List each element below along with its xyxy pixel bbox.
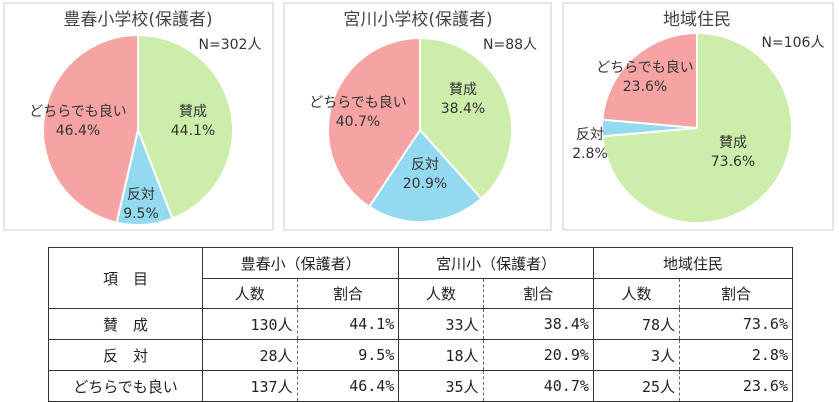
table-row: 反 対 28人 9.5% 18人 20.9% 3人 2.8% (48, 339, 793, 371)
value-label: 23.6% (623, 79, 667, 95)
table-cell: 割合 (679, 278, 793, 309)
table-cell: 46.4% (296, 370, 400, 402)
value-label: 20.9% (403, 176, 447, 192)
table-cell: 豊春小（保護者） (201, 247, 400, 279)
sample-size: N=106人 (762, 35, 825, 51)
value-label: 2.8% (572, 146, 608, 162)
pie-slice (367, 128, 483, 223)
table-cell: 項 目 (48, 247, 203, 309)
table-cell: 人数 (398, 278, 484, 309)
slice-label: 反対 (411, 157, 439, 173)
table-row: 項 目豊春小（保護者） 宮川小（保護者） 地域住民 (48, 247, 794, 309)
chart-title: 地域住民 (663, 10, 731, 30)
value-label: 46.4% (56, 123, 100, 139)
table-cell: 人数 (592, 278, 681, 309)
table-cell: 33人 (398, 308, 484, 340)
table-cell: 78人 (592, 308, 681, 340)
table-cell: 割合 (296, 278, 400, 309)
table-cell: 28人 (202, 339, 298, 371)
sample-size: N=88人 (483, 37, 537, 53)
pie-slice (419, 36, 513, 201)
table-cell: 38.4% (482, 308, 594, 340)
value-label: 9.5% (123, 206, 159, 222)
chart-title: 豊春小学校(保護者) (63, 10, 212, 30)
slice-label: 賛成 (179, 104, 207, 120)
slice-label: 反対 (576, 127, 604, 143)
table-cell: 23.6% (679, 370, 793, 402)
value-label: 38.4% (441, 101, 485, 117)
table-cell: 人数 (202, 278, 298, 309)
table-cell: 137人 (202, 370, 298, 402)
slice-label: 賛成 (449, 82, 477, 98)
table-cell: 地域住民 (592, 247, 794, 279)
table-cell: 35人 (398, 370, 484, 402)
table-cell: 9.5% (296, 339, 400, 371)
table-cell: どちらでも良い (48, 370, 203, 402)
table-cell: 18人 (398, 339, 484, 371)
table-cell: 130人 (202, 308, 298, 340)
table-cell: 25人 (592, 370, 681, 402)
slice-label: 賛成 (719, 135, 747, 151)
table-row: 賛 成 130人 44.1% 33人 38.4% 78人 73.6% (48, 308, 793, 340)
table-cell: 2.8% (679, 339, 793, 371)
pie-slice (42, 33, 139, 224)
table-cell: 20.9% (482, 339, 594, 371)
table-cell: 割合 (482, 278, 594, 309)
table-cell: 反 対 (48, 339, 203, 371)
table-row: どちらでも良い 137人 46.4% 35人 40.7% 25人 23.6% (48, 370, 793, 402)
value-label: 73.6% (711, 154, 755, 170)
table-cell: 賛 成 (48, 308, 203, 340)
chart-title: 宮川小学校(保護者) (343, 10, 492, 30)
slice-label: 反対 (127, 187, 155, 203)
value-label: 40.7% (336, 114, 380, 130)
table-cell: 40.7% (482, 370, 594, 402)
pie-slice (137, 33, 234, 220)
slice-label: どちらでも良い (309, 95, 407, 111)
value-label: 44.1% (171, 123, 215, 139)
table-cell: 44.1% (296, 308, 400, 340)
slice-label: どちらでも良い (29, 104, 127, 120)
pie-slice (327, 36, 421, 209)
pie-slice (601, 31, 698, 130)
table-cell: 3人 (592, 339, 681, 371)
slice-label: どちらでも良い (596, 60, 694, 76)
table: 項 目豊春小（保護者） 宮川小（保護者） 地域住民 人数 割合 人数 割合 人数 割合賛 成 13… (48, 247, 794, 402)
table-cell: 73.6% (679, 308, 793, 340)
sample-size: N=302人 (199, 37, 262, 53)
table-cell: 宮川小（保護者） (398, 247, 594, 279)
